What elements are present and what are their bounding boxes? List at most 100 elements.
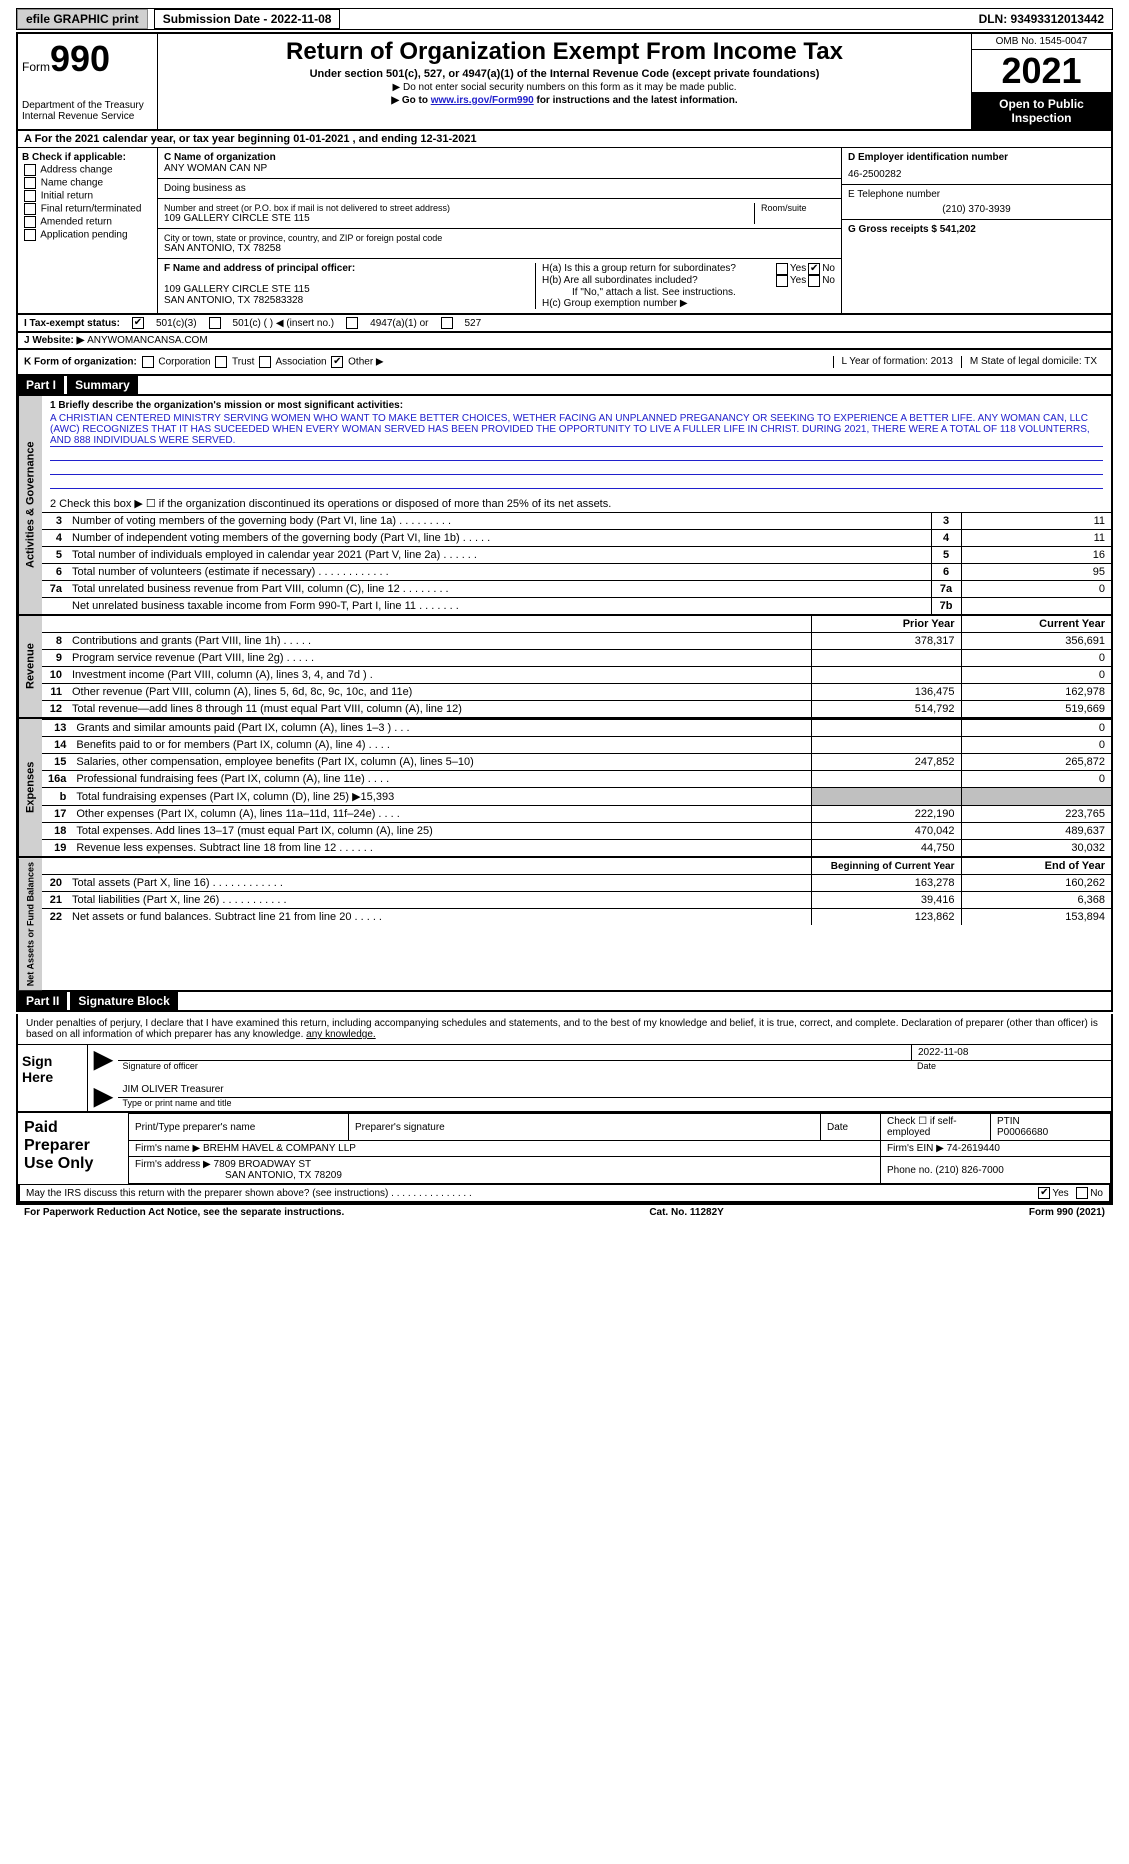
main-info-grid: B Check if applicable: Address change Na… [16,148,1113,315]
opt-501c: 501(c) ( ) ◀ (insert no.) [233,318,335,329]
prep-name-label: Print/Type preparer's name [129,1114,349,1141]
gross-receipts: G Gross receipts $ 541,202 [848,224,1105,235]
state-domicile: M State of legal domicile: TX [961,356,1105,368]
website-label: J Website: ▶ [24,335,84,346]
org-name: ANY WOMAN CAN NP [164,163,835,174]
ha-no-checkbox[interactable] [808,263,820,275]
form-990-number: 990 [50,38,110,79]
firm-phone-label: Phone no. [887,1165,933,1176]
hb-label: H(b) Are all subordinates included? [542,275,774,286]
hb-no-checkbox[interactable] [808,275,820,287]
check-trust[interactable] [215,356,227,368]
hb-yes-checkbox[interactable] [776,275,788,287]
ha-yes-checkbox[interactable] [776,263,788,275]
opt-527: 527 [465,318,482,329]
submission-date: Submission Date - 2022-11-08 [154,9,341,29]
no-label: No [822,275,835,286]
sig-date: 2022-11-08 [911,1045,1111,1060]
hdr-begin: Beginning of Current Year [811,858,961,875]
form-number: Form990 [22,38,153,80]
check-501c3[interactable] [132,317,144,329]
hb-note: If "No," attach a list. See instructions… [542,287,835,298]
part2-title: Signature Block [70,992,177,1010]
opt-4947: 4947(a)(1) or [370,318,428,329]
self-employed-check[interactable]: Check ☐ if self-employed [881,1114,991,1141]
dept-treasury: Department of the Treasury [22,100,153,111]
footer-mid: Cat. No. 11282Y [649,1207,723,1218]
room-label: Room/suite [761,203,835,213]
row-j: J Website: ▶ ANYWOMANCANSA.COM [16,333,1113,350]
section-a: A For the 2021 calendar year, or tax yea… [16,131,1113,148]
officer-name: JIM OLIVER Treasurer [118,1082,1111,1098]
city-label: City or town, state or province, country… [164,233,835,243]
officer-addr2: SAN ANTONIO, TX 782583328 [164,295,529,306]
dba-label: Doing business as [164,183,835,194]
opt-corp: Corporation [158,357,210,368]
footer-right: Form 990 (2021) [1029,1207,1105,1218]
discuss-yes-checkbox[interactable] [1038,1187,1050,1199]
vert-netassets: Net Assets or Fund Balances [18,858,42,990]
vert-expenses: Expenses [18,719,42,856]
part1-header-row: Part I Summary [16,376,1113,396]
officer-addr1: 109 GALLERY CIRCLE STE 115 [164,284,529,295]
check-name-change[interactable]: Name change [22,177,153,189]
footer-left: For Paperwork Reduction Act Notice, see … [24,1207,344,1218]
check-4947[interactable] [346,317,358,329]
form-subtitle: Under section 501(c), 527, or 4947(a)(1)… [162,68,967,80]
firm-addr-label: Firm's address ▶ [135,1159,211,1170]
check-other[interactable] [331,356,343,368]
yes-label: Yes [1052,1188,1068,1199]
ha-row: H(a) Is this a group return for subordin… [542,263,835,275]
line2: 2 Check this box ▶ ☐ if the organization… [42,495,1111,512]
form-title: Return of Organization Exempt From Incom… [162,38,967,66]
footer: For Paperwork Reduction Act Notice, see … [16,1205,1113,1220]
part1-expenses: Expenses 13Grants and similar amounts pa… [16,719,1113,858]
discuss-row: May the IRS discuss this return with the… [18,1184,1111,1203]
efile-print-button[interactable]: efile GRAPHIC print [17,9,148,29]
col-d: D Employer identification number 46-2500… [841,148,1111,313]
firm-ein: 74-2619440 [947,1143,1000,1154]
check-assoc[interactable] [259,356,271,368]
street-label: Number and street (or P.O. box if mail i… [164,203,748,213]
opt-other: Other ▶ [348,357,383,368]
check-application-pending[interactable]: Application pending [22,229,153,241]
website-value: ANYWOMANCANSA.COM [87,335,208,346]
form990-link[interactable]: www.irs.gov/Form990 [431,95,534,106]
sign-here-label: Sign Here [18,1045,88,1111]
prep-sig-label: Preparer's signature [349,1114,821,1141]
dln: DLN: 93493312013442 [971,10,1112,28]
check-501c[interactable] [209,317,221,329]
firm-addr2: SAN ANTONIO, TX 78209 [135,1170,342,1181]
part2-num: Part II [18,992,67,1010]
check-amended[interactable]: Amended return [22,216,153,228]
opt-trust: Trust [232,357,254,368]
mission-block: 1 Briefly describe the organization's mi… [42,396,1111,495]
prep-date-label: Date [821,1114,881,1141]
mission-label: 1 Briefly describe the organization's mi… [50,400,403,411]
tax-exempt-label: I Tax-exempt status: [24,318,120,329]
check-address-change[interactable]: Address change [22,164,153,176]
year-formation: L Year of formation: 2013 [833,356,961,368]
instr-post: for instructions and the latest informat… [534,95,738,106]
ein-label: D Employer identification number [848,152,1105,163]
check-527[interactable] [441,317,453,329]
ptin-label: PTIN [997,1116,1020,1127]
check-final-return[interactable]: Final return/terminated [22,203,153,215]
sig-officer-label: Signature of officer [118,1061,911,1071]
row-k: K Form of organization: Corporation Trus… [16,350,1113,376]
date-label: Date [911,1061,1111,1071]
check-corp[interactable] [142,356,154,368]
discuss-no-checkbox[interactable] [1076,1187,1088,1199]
instr-ssn: ▶ Do not enter social security numbers o… [162,82,967,93]
instr-link-row: ▶ Go to www.irs.gov/Form990 for instruct… [162,95,967,106]
open-public-badge: Open to Public Inspection [972,93,1111,129]
ptin-value: P00066680 [997,1127,1048,1138]
dept-irs: Internal Revenue Service [22,111,153,122]
phone-label: E Telephone number [848,189,1105,200]
vert-revenue: Revenue [18,616,42,717]
city-state-zip: SAN ANTONIO, TX 78258 [164,243,835,254]
check-initial-return[interactable]: Initial return [22,190,153,202]
col-c: C Name of organization ANY WOMAN CAN NP … [158,148,841,313]
discuss-text: May the IRS discuss this return with the… [26,1188,1036,1199]
yes-label: Yes [790,263,806,274]
